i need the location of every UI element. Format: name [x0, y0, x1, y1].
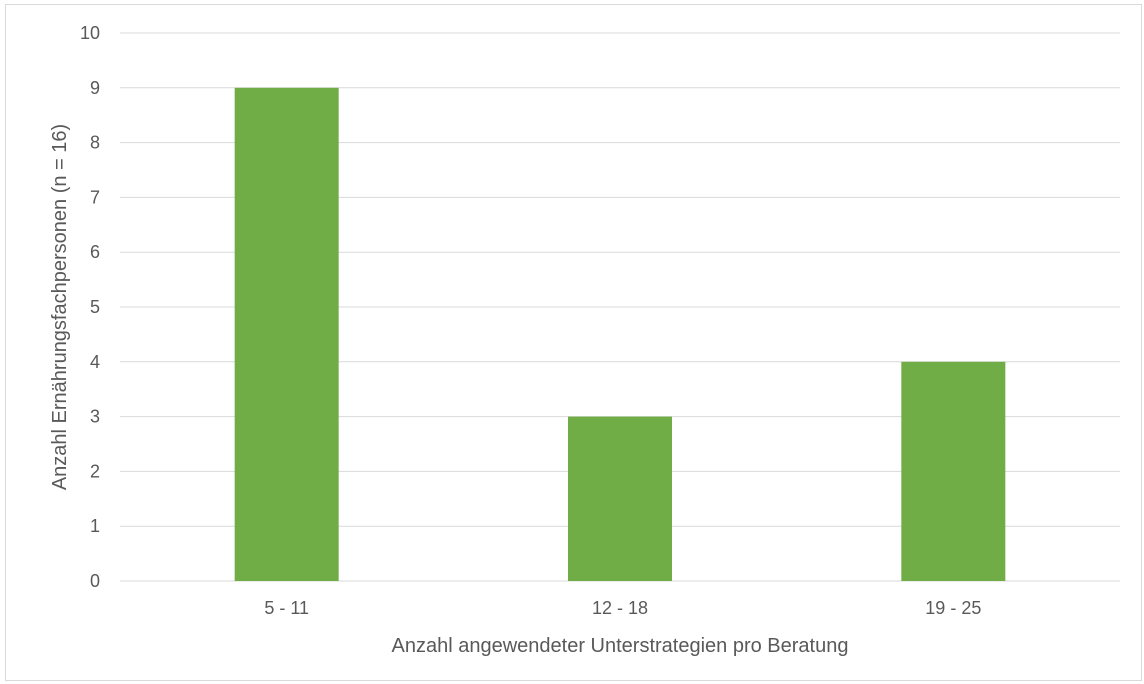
- y-tick-label: 6: [90, 242, 100, 262]
- x-tick-label: 5 - 11: [264, 598, 309, 618]
- bars: [234, 87, 1006, 582]
- bar-19-25: [901, 361, 1006, 581]
- y-tick-label: 5: [90, 297, 100, 317]
- y-tick-label: 4: [90, 352, 100, 372]
- x-tick-label: 19 - 25: [925, 598, 981, 618]
- y-tick-label: 8: [90, 133, 100, 153]
- bar-12-18: [568, 416, 672, 581]
- x-tick-label: 12 - 18: [592, 598, 648, 618]
- y-tick-label: 10: [80, 23, 100, 43]
- x-axis-title: Anzahl angewendeter Unterstrategien pro …: [392, 635, 849, 657]
- x-tick-labels: 5 - 11 12 - 18 19 - 25: [264, 598, 981, 618]
- y-tick-label: 3: [90, 407, 100, 427]
- bar-5-11: [234, 87, 339, 582]
- y-tick-label: 9: [90, 78, 100, 98]
- y-tick-label: 1: [90, 516, 100, 536]
- y-tick-labels: 0 1 2 3 4 5 6 7 8 9 10: [80, 23, 100, 591]
- y-axis-title: Anzahl Ernährungsfachpersonen (n = 16): [49, 124, 71, 490]
- y-tick-label: 2: [90, 461, 100, 481]
- y-tick-label: 0: [90, 571, 100, 591]
- y-tick-label: 7: [90, 187, 100, 207]
